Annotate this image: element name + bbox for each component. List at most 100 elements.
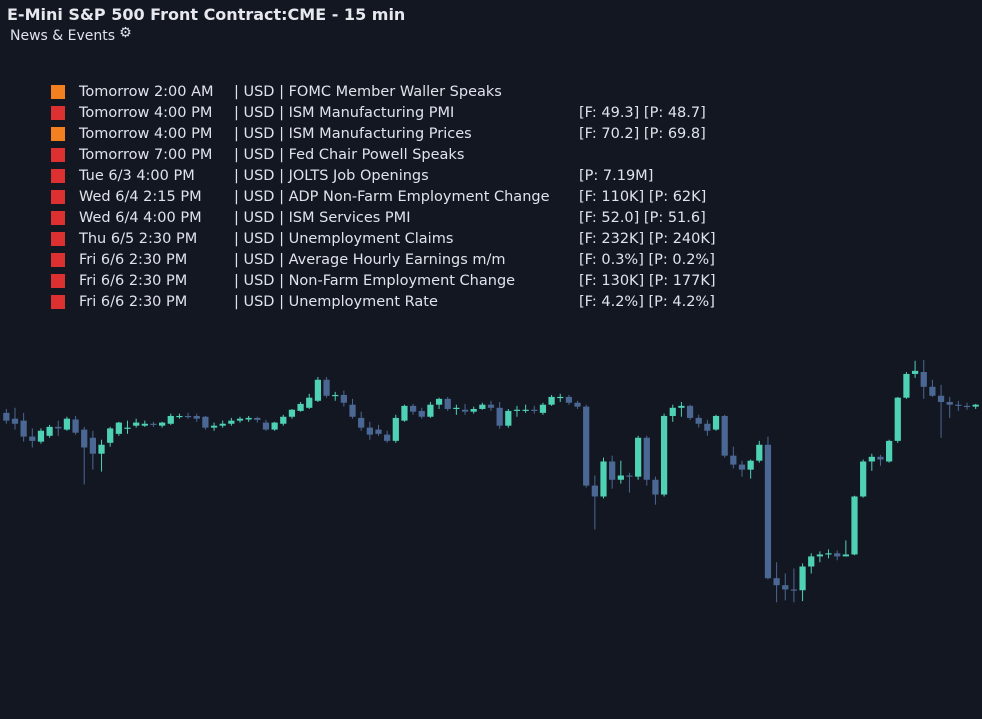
- candle: [280, 414, 287, 426]
- candle-body: [972, 404, 979, 407]
- candle-body: [271, 422, 278, 430]
- candle: [660, 413, 668, 497]
- candle: [314, 377, 322, 402]
- event-values: [P: 7.19M]: [579, 167, 654, 184]
- event-time: Tue 6/3 4:00 PM: [79, 167, 195, 184]
- candle-body: [141, 423, 148, 426]
- candle: [176, 413, 183, 419]
- candle: [799, 563, 806, 602]
- events-list: Tomorrow 2:00 AM | USD | FOMC Member Wall…: [51, 81, 716, 312]
- candle: [219, 420, 226, 428]
- candle-body: [72, 419, 79, 433]
- candle: [236, 416, 244, 423]
- candle-body: [609, 461, 616, 480]
- candle-body: [11, 418, 19, 424]
- candle-body: [903, 373, 910, 398]
- candle-body: [254, 417, 261, 420]
- event-row: Tomorrow 2:00 AM | USD | FOMC Member Wall…: [51, 81, 716, 102]
- candle-body: [617, 475, 624, 480]
- candle-body: [150, 423, 157, 425]
- event-name: | USD | Unemployment Rate: [234, 293, 438, 310]
- candle-body: [764, 444, 772, 579]
- candle: [72, 415, 79, 435]
- candle-body: [133, 422, 140, 426]
- impact-marker: [51, 189, 65, 204]
- candle-body: [660, 415, 668, 495]
- chart-title: E-Mini S&P 500 Front Contract:CME - 15 m…: [7, 5, 406, 24]
- candle-body: [557, 396, 564, 399]
- candle: [349, 398, 356, 419]
- candle: [929, 379, 936, 397]
- candle: [340, 390, 347, 407]
- event-name: | USD | ISM Manufacturing PMI: [234, 104, 455, 121]
- impact-marker: [51, 168, 65, 183]
- candle-body: [20, 420, 27, 437]
- candle: [306, 393, 313, 409]
- candle-body: [98, 444, 105, 454]
- candle: [937, 384, 945, 438]
- candle: [63, 416, 71, 431]
- candle-body: [158, 422, 166, 426]
- candle-body: [591, 485, 598, 497]
- candle-body: [773, 578, 780, 586]
- event-time: Thu 6/5 2:30 PM: [79, 230, 198, 247]
- candle-body: [366, 427, 373, 435]
- event-time: Tomorrow 4:00 PM: [79, 104, 213, 121]
- event-name: | USD | ISM Manufacturing Prices: [234, 125, 472, 142]
- candle-body: [825, 553, 832, 555]
- candle-body: [392, 417, 399, 441]
- candle: [712, 414, 720, 431]
- candle: [409, 403, 417, 415]
- candle: [505, 408, 512, 428]
- event-name: | USD | FOMC Member Waller Speaks: [234, 83, 502, 100]
- candle: [911, 360, 919, 378]
- candle: [202, 415, 209, 430]
- event-name: | USD | Unemployment Claims: [234, 230, 454, 247]
- candle: [3, 408, 10, 424]
- candle: [513, 405, 521, 417]
- candle: [946, 396, 953, 418]
- candle: [271, 421, 278, 431]
- candle: [297, 401, 304, 412]
- candle: [384, 430, 391, 443]
- candle-body: [747, 460, 754, 470]
- candle-body: [375, 429, 382, 434]
- candle: [600, 457, 607, 499]
- candle: [695, 414, 702, 428]
- candle: [747, 459, 754, 479]
- candle-body: [409, 405, 417, 412]
- candle: [635, 435, 642, 480]
- candle: [782, 573, 789, 601]
- candle: [877, 454, 884, 466]
- candle: [98, 439, 105, 472]
- candle: [435, 397, 443, 409]
- candle-body: [3, 412, 10, 421]
- event-row: Thu 6/5 2:30 PM | USD | Unemployment Clai…: [51, 228, 716, 249]
- event-values: [F: 70.2] [P: 69.8]: [579, 125, 706, 142]
- candle-body: [505, 410, 512, 426]
- candle-body: [184, 415, 192, 418]
- candle: [557, 393, 564, 402]
- gear-icon[interactable]: ⚙: [119, 25, 132, 41]
- candle: [531, 405, 538, 414]
- candle: [851, 495, 858, 556]
- candle-body: [851, 496, 858, 555]
- candle: [444, 396, 451, 411]
- candle: [184, 412, 192, 419]
- candle-body: [531, 409, 538, 411]
- candle-body: [202, 416, 209, 428]
- candle: [565, 394, 573, 405]
- event-values: [F: 52.0] [P: 51.6]: [579, 209, 706, 226]
- candle-body: [721, 415, 728, 456]
- candle-body: [46, 426, 53, 436]
- candle-body: [963, 405, 971, 408]
- candle-body: [245, 417, 252, 420]
- candle: [124, 420, 131, 434]
- candle-body: [37, 430, 45, 442]
- candle: [539, 402, 547, 415]
- candle: [141, 420, 148, 427]
- candle-body: [29, 436, 36, 441]
- candle-body: [262, 422, 270, 430]
- candle-body: [418, 410, 425, 417]
